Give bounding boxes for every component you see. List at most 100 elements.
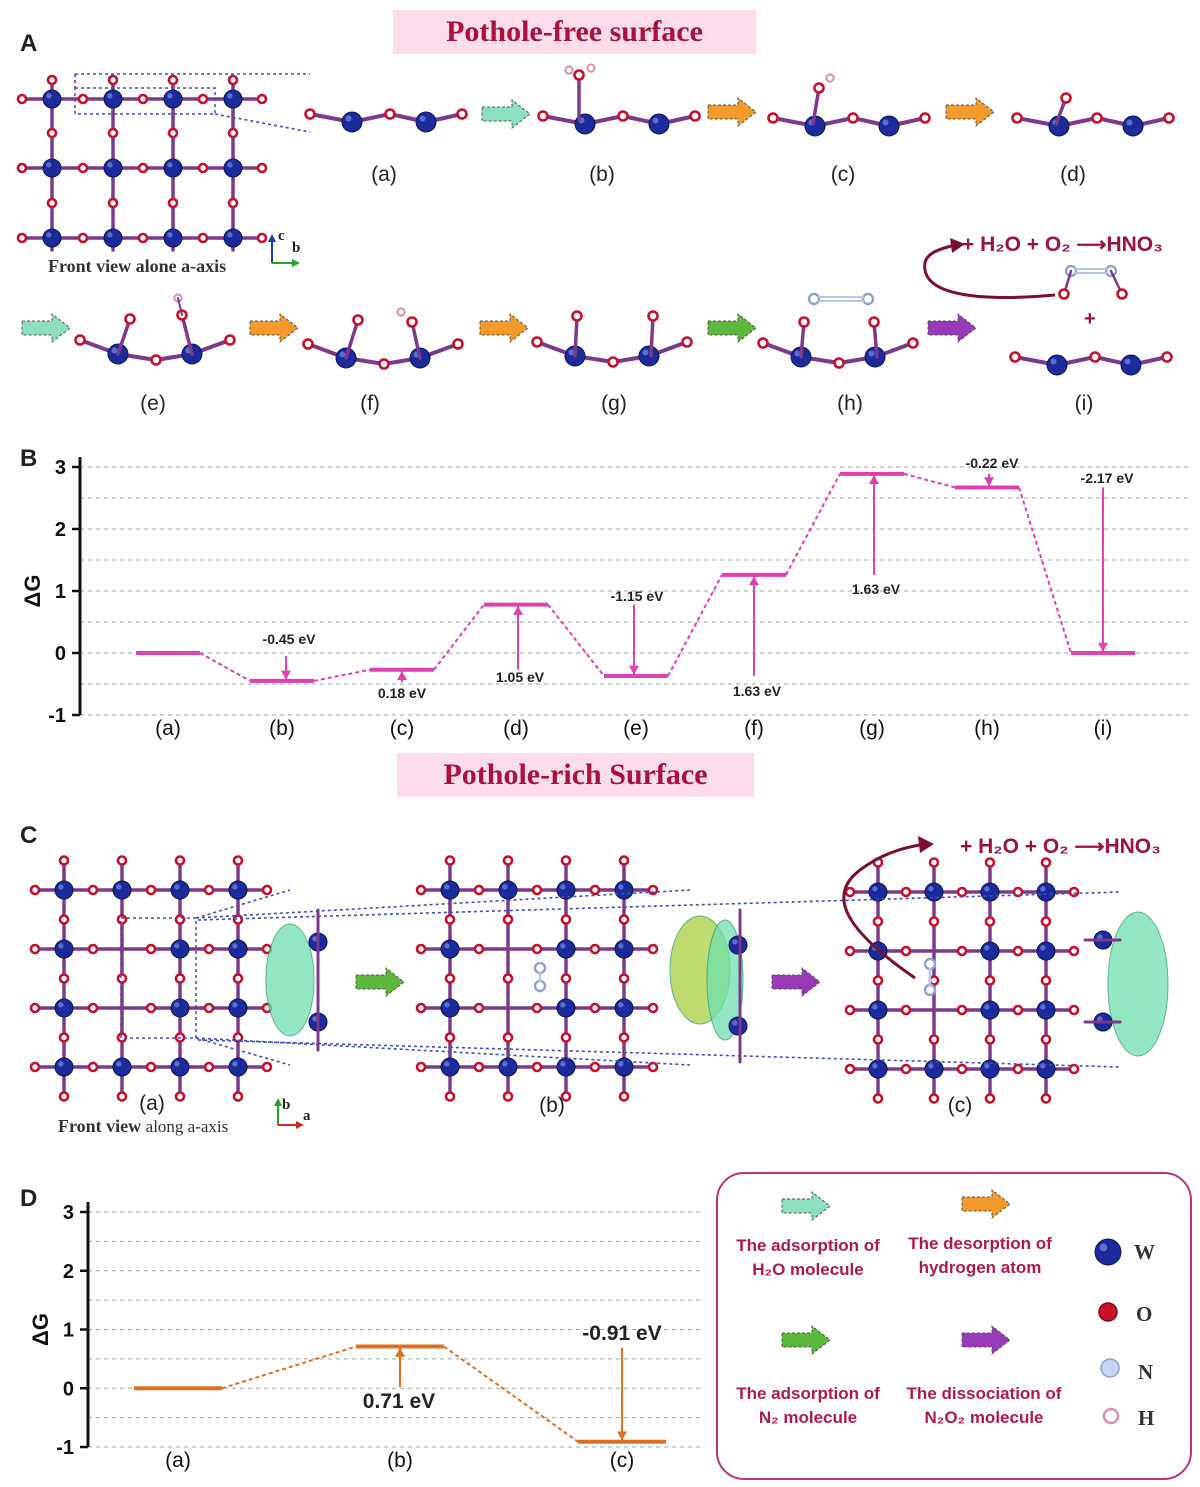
oxygen-atom [844, 886, 856, 898]
panel-a-step-label: (i) [1074, 392, 1094, 415]
y-tick-label: 1 [55, 581, 66, 603]
legend-n2o2-dissociation: The dissociation of N₂O₂ molecule [894, 1382, 1074, 1430]
oxygen-atom [1058, 288, 1070, 300]
oxygen-atom [29, 884, 41, 896]
legend-h2o-adsorption: The adsorption of H₂O molecule [718, 1234, 898, 1282]
tungsten-atom [556, 880, 576, 900]
oxygen-atom [757, 337, 769, 349]
oxygen-atom [928, 1093, 940, 1104]
oxygen-atom [87, 1061, 99, 1073]
energy-annotation: -1.15 eV [611, 588, 665, 604]
energy-annotation: -0.22 eV [966, 455, 1020, 471]
oxygen-atom [984, 975, 996, 986]
oxygen-atom [145, 943, 157, 955]
legend-hdes-line2: hydrogen atom [918, 1258, 1042, 1277]
oxygen-atom [928, 857, 940, 868]
atom-highlight [882, 119, 889, 126]
oxygen-atom [1089, 351, 1101, 363]
bond [116, 317, 132, 356]
oxygen-atom [531, 336, 543, 348]
energy-annotation: 1.05 eV [496, 669, 545, 685]
tungsten-atom [1046, 354, 1068, 376]
tungsten-atom [42, 228, 62, 248]
atom-highlight [174, 1002, 180, 1008]
atom-highlight [167, 162, 173, 168]
connector [199, 652, 251, 682]
y-tick-label: 2 [55, 519, 66, 541]
oxygen-atom [1163, 112, 1175, 124]
energy-annotation: -0.91 eV [582, 1322, 661, 1345]
zoom-guide [197, 1039, 1121, 1068]
atom-highlight [652, 117, 659, 124]
oxygen-atom [1068, 886, 1080, 898]
atom-highlight [560, 1061, 566, 1067]
charge-density-cloud [265, 923, 315, 1037]
energy-annotation: 1.63 eV [852, 581, 901, 597]
oxygen-atom [1009, 351, 1021, 363]
atom-highlight [618, 943, 624, 949]
bond [410, 320, 422, 360]
tungsten-atom [980, 941, 1000, 961]
atom-highlight [227, 93, 233, 99]
tungsten-atom [498, 880, 518, 900]
atom-highlight [928, 886, 934, 892]
oxygen-atom [1060, 92, 1072, 104]
panel-a-banner: Pothole-free surface [393, 10, 756, 54]
oxygen-atom [618, 1032, 630, 1043]
oxygen-atom [531, 1061, 543, 1073]
y-tick-label: 3 [55, 457, 66, 479]
oxygen-atom [452, 338, 464, 350]
tungsten-atom [103, 158, 123, 178]
tungsten-atom [228, 939, 248, 959]
oxygen-atom [16, 232, 28, 244]
oxygen-atom [197, 232, 209, 244]
oxygen-atom [197, 93, 209, 105]
oxygen-atom [1012, 945, 1024, 957]
bond [573, 314, 579, 358]
bond [649, 314, 655, 358]
panel-c-caption-small: along a-axis [145, 1117, 229, 1136]
delta-arrow-head [869, 475, 879, 485]
legend-h-desorption: The desorption of hydrogen atom [890, 1232, 1070, 1280]
atom-highlight [1040, 1004, 1046, 1010]
oxygen-atom [444, 855, 456, 866]
atom-highlight [1040, 886, 1046, 892]
tungsten-atom [228, 1057, 248, 1077]
oxygen-atom [844, 1004, 856, 1016]
atom-highlight [232, 1061, 238, 1067]
oxygen-atom [203, 943, 215, 955]
oxygen-atom [919, 112, 931, 124]
atom-highlight [312, 1016, 318, 1022]
legend-atom-w: W [1134, 1240, 1155, 1264]
tungsten-atom [341, 111, 363, 133]
panel-a-letter: A [20, 30, 38, 57]
tungsten-atom [54, 880, 74, 900]
tungsten-atom [498, 1057, 518, 1077]
tungsten-atom [1036, 882, 1056, 902]
atom-highlight [58, 1002, 64, 1008]
legend-diss-line1: The dissociation of [906, 1384, 1062, 1403]
bond [872, 320, 879, 359]
tungsten-atom [1036, 1059, 1056, 1079]
oxygen-atom [956, 1063, 968, 1075]
atom-highlight [872, 886, 878, 892]
oxygen-atom [984, 916, 996, 927]
tungsten-atom [170, 939, 190, 959]
atom-highlight [984, 945, 990, 951]
atom-highlight [58, 1061, 64, 1067]
oxygen-atom [203, 1061, 215, 1073]
connector [785, 473, 841, 576]
zoom-guide [197, 891, 1121, 921]
oxygen-atom [607, 356, 619, 368]
connector [221, 1345, 357, 1390]
atom-highlight [107, 93, 113, 99]
oxygen-atom [174, 1091, 186, 1102]
atom-highlight [444, 884, 450, 890]
panel-a-caption: Front view alone a-axis [48, 256, 227, 276]
delta-arrow-head [749, 576, 759, 586]
oxygen-atom [167, 197, 179, 209]
tungsten-atom [868, 1059, 888, 1079]
nitrogen-atom [923, 983, 937, 997]
legend-hydrogen-atom [1102, 1407, 1120, 1425]
tungsten-atom [980, 1000, 1000, 1020]
